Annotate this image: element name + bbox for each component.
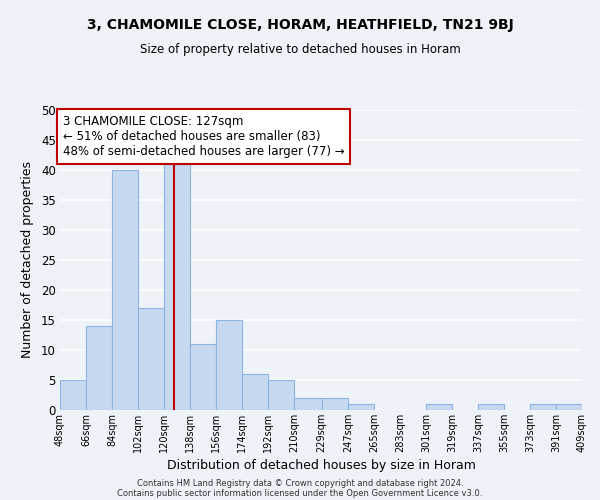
- Bar: [190, 344, 216, 410]
- Text: Contains HM Land Registry data © Crown copyright and database right 2024.: Contains HM Land Registry data © Crown c…: [137, 478, 463, 488]
- Bar: [138, 308, 164, 410]
- Bar: [556, 404, 582, 410]
- Text: 3 CHAMOMILE CLOSE: 127sqm
← 51% of detached houses are smaller (83)
48% of semi-: 3 CHAMOMILE CLOSE: 127sqm ← 51% of detac…: [63, 115, 344, 158]
- Bar: [242, 374, 268, 410]
- Bar: [530, 404, 556, 410]
- Bar: [216, 320, 242, 410]
- Text: Size of property relative to detached houses in Horam: Size of property relative to detached ho…: [140, 42, 460, 56]
- Y-axis label: Number of detached properties: Number of detached properties: [21, 162, 34, 358]
- Bar: [60, 380, 86, 410]
- Bar: [322, 398, 348, 410]
- Bar: [86, 326, 112, 410]
- Bar: [478, 404, 504, 410]
- Bar: [164, 164, 190, 410]
- X-axis label: Distribution of detached houses by size in Horam: Distribution of detached houses by size …: [167, 459, 475, 472]
- Bar: [348, 404, 374, 410]
- Bar: [268, 380, 294, 410]
- Text: 3, CHAMOMILE CLOSE, HORAM, HEATHFIELD, TN21 9BJ: 3, CHAMOMILE CLOSE, HORAM, HEATHFIELD, T…: [86, 18, 514, 32]
- Bar: [112, 170, 138, 410]
- Text: Contains public sector information licensed under the Open Government Licence v3: Contains public sector information licen…: [118, 488, 482, 498]
- Bar: [426, 404, 452, 410]
- Bar: [294, 398, 322, 410]
